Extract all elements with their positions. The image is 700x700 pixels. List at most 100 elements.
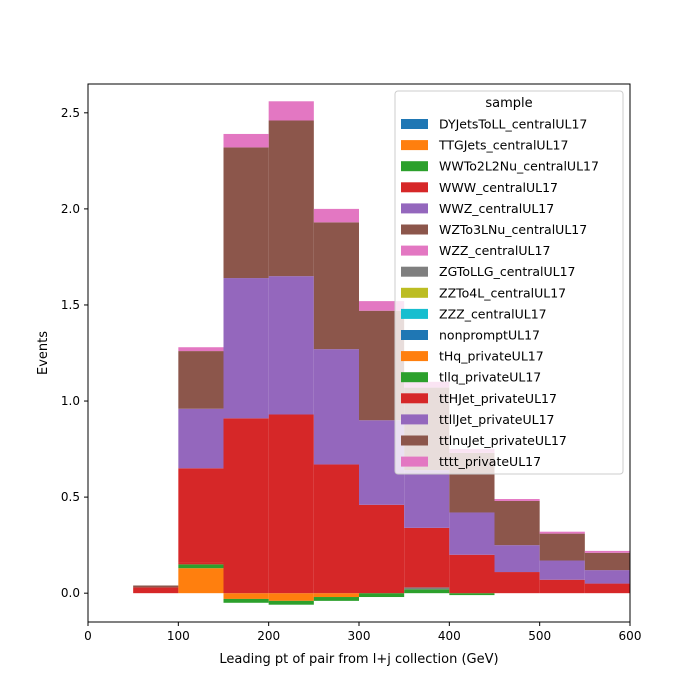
bar-ttlnuJet_privateUL17-bin-9 [539, 533, 585, 561]
x-tick-label: 600 [619, 629, 642, 643]
bar-ttlnuJet_privateUL17-bin-3 [268, 120, 314, 277]
legend-swatch [401, 435, 428, 446]
bar-ttHJet_privateUL17-bin-8 [494, 572, 540, 594]
legend-swatch [401, 224, 428, 235]
legend-label: tHq_privateUL17 [439, 349, 544, 364]
x-axis-label: Leading pt of pair from l+j collection (… [219, 652, 498, 667]
bar-ttlnuJet_privateUL17-bin-8 [494, 500, 540, 546]
legend-label: WWTo2L2Nu_centralUL17 [439, 159, 599, 174]
legend-label: WZTo3LNu_centralUL17 [439, 222, 587, 237]
legend-frame [394, 90, 624, 475]
bar-ttllJet_privateUL17-bin-9 [539, 560, 585, 580]
bar-tttt_privateUL17-bin-5 [359, 301, 405, 311]
bar-ttllJet_privateUL17-bin-3 [268, 276, 314, 415]
legend-swatch [401, 119, 428, 129]
legend-label: TTGJets_centralUL17 [438, 138, 568, 153]
legend-label: tllq_privateUL17 [439, 370, 541, 385]
bar-ttlnuJet_privateUL17-bin-4 [313, 222, 359, 350]
legend-label: WZZ_centralUL17 [439, 243, 550, 258]
legend-label: DYJetsToLL_centralUL17 [439, 117, 587, 132]
bar-ZGToLLG_centralUL17-bin-6 [404, 587, 450, 590]
bar-TTGJets_centralUL17-bin-3 [268, 593, 314, 601]
bar-ttllJet_privateUL17-bin-7 [449, 512, 495, 555]
y-tick-label: 2.0 [61, 202, 80, 216]
y-tick-label: 1.5 [61, 298, 80, 312]
legend-title: sample [485, 96, 532, 111]
bar-tttt_privateUL17-bin-2 [223, 133, 269, 148]
y-tick-label: 0.0 [61, 586, 80, 600]
legend-swatch [401, 140, 428, 151]
bar-tttt_privateUL17-bin-4 [313, 208, 359, 223]
legend-label: ZZZ_centralUL17 [439, 306, 547, 321]
legend-swatch [401, 372, 428, 383]
axes: 0 100 200 300 400 500 600 0.0 0.5 1.0 1.5 2.0 2.5 [61, 83, 642, 643]
legend-label: ttlnuJet_privateUL17 [439, 433, 567, 448]
legend-label: tttt_privateUL17 [439, 454, 541, 469]
bar-TTGJets_centralUL17-bin-2 [223, 593, 269, 599]
legend: sample DYJetsToLL_centralUL17 TTGJets_cen… [394, 90, 624, 475]
bar-WZTo3LNu_centralUL17-bin-0 [133, 585, 179, 588]
legend-swatch [401, 182, 428, 193]
legend-label: ZZTo4L_centralUL17 [439, 285, 566, 300]
bar-WWTo2L2Nu_centralUL17-bin-6 [404, 589, 450, 594]
bar-WWTo2L2Nu_centralUL17-bin-3 [268, 600, 314, 605]
bar-WWW_centralUL17-bin-1 [178, 562, 224, 565]
x-tick-label: 100 [167, 629, 190, 643]
bar-WWTo2L2Nu_centralUL17-bin-2 [223, 598, 269, 603]
y-tick-label: 2.5 [61, 106, 80, 120]
legend-swatch [401, 287, 428, 298]
legend-label: ttHJet_privateUL17 [439, 391, 557, 406]
legend-label: WWW_centralUL17 [439, 180, 558, 195]
bar-ttHJet_privateUL17-bin-6 [404, 527, 450, 588]
legend-label: nonpromptUL17 [439, 328, 540, 343]
bar-ttllJet_privateUL17-bin-8 [494, 545, 540, 573]
bar-tttt_privateUL17-bin-1 [178, 347, 224, 352]
legend-swatch [401, 330, 428, 340]
x-tick-label: 200 [257, 629, 280, 643]
bar-ttHJet_privateUL17-bin-1 [178, 468, 224, 563]
legend-label: ZGToLLG_centralUL17 [439, 264, 576, 279]
legend-swatch [401, 266, 428, 277]
legend-swatch [401, 456, 428, 467]
bar-ttHJet_privateUL17-bin-3 [268, 414, 314, 594]
x-tick-label: 0 [84, 629, 92, 643]
bar-WWTo2L2Nu_centralUL17-bin-5 [359, 593, 405, 598]
bar-ttllJet_privateUL17-bin-2 [223, 278, 269, 419]
bar-ttHJet_privateUL17-bin-5 [359, 504, 405, 594]
bar-ttllJet_privateUL17-bin-4 [313, 349, 359, 465]
legend-swatch [401, 245, 428, 256]
bar-ttHJet_privateUL17-bin-4 [313, 464, 359, 594]
bar-tttt_privateUL17-bin-8 [494, 499, 540, 501]
bar-WWTo2L2Nu_centralUL17-bin-7 [449, 593, 495, 596]
bar-ttllJet_privateUL17-bin-10 [584, 570, 630, 584]
y-tick-label: 0.5 [61, 490, 80, 504]
bars-layer [133, 101, 630, 605]
bar-tttt_privateUL17-bin-3 [268, 101, 314, 121]
y-tick-label: 1.0 [61, 394, 80, 408]
legend-swatch [401, 393, 428, 404]
legend-swatch [401, 351, 428, 362]
bar-TTGJets_centralUL17-bin-1 [178, 568, 224, 594]
legend-label: ttllJet_privateUL17 [439, 412, 555, 427]
bar-ttlnuJet_privateUL17-bin-10 [584, 552, 630, 571]
x-tick-label: 300 [348, 629, 371, 643]
bar-TTGJets_centralUL17-bin-4 [313, 593, 359, 598]
x-tick-label: 400 [438, 629, 461, 643]
bar-ttlnuJet_privateUL17-bin-1 [178, 351, 224, 409]
bar-ttlnuJet_privateUL17-bin-2 [223, 147, 269, 279]
legend-swatch [401, 308, 428, 319]
legend-swatch [401, 203, 428, 214]
bar-ttllJet_privateUL17-bin-6 [404, 470, 450, 528]
bar-WWTo2L2Nu_centralUL17-bin-4 [313, 597, 359, 601]
bar-ttHJet_privateUL17-bin-9 [539, 579, 585, 594]
bar-ttllJet_privateUL17-bin-1 [178, 408, 224, 469]
bar-tttt_privateUL17-bin-10 [584, 550, 630, 553]
bar-WWW_centralUL17-bin-0 [133, 587, 179, 594]
y-axis-label: Events [36, 331, 51, 375]
bar-WWTo2L2Nu_centralUL17-bin-1 [178, 564, 224, 569]
bar-ttHJet_privateUL17-bin-2 [223, 418, 269, 594]
legend-swatch [401, 414, 428, 425]
legend-swatch [401, 161, 428, 172]
bar-tttt_privateUL17-bin-9 [539, 531, 585, 534]
